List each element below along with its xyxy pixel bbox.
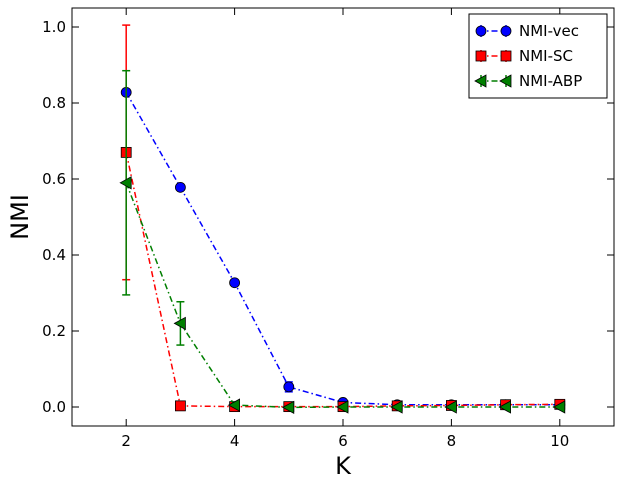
data-point <box>227 398 241 412</box>
data-point <box>552 400 566 414</box>
legend-item: NMI-vec <box>475 22 579 40</box>
legend-label: NMI-SC <box>519 47 573 65</box>
data-point <box>173 316 186 331</box>
data-point <box>390 400 403 414</box>
data-point <box>444 400 457 414</box>
series-layer <box>119 24 566 415</box>
legend: NMI-vec NMI-SC NMI-ABP <box>468 13 608 99</box>
legend-label: NMI-vec <box>519 22 579 40</box>
data-point <box>281 400 295 415</box>
legend-item: NMI-ABP <box>474 72 582 90</box>
y-tick-label: 0.8 <box>42 94 66 112</box>
y-tick-label: 0.0 <box>42 398 66 416</box>
y-tick-label: 0.4 <box>42 246 66 264</box>
legend-marker <box>500 25 512 37</box>
data-point <box>498 400 512 414</box>
legend-item: NMI-SC <box>475 47 573 65</box>
legend-marker <box>499 74 512 88</box>
series-line <box>125 182 560 409</box>
legend-marker <box>475 25 487 37</box>
data-point <box>119 176 132 190</box>
legend-label: NMI-ABP <box>519 72 582 90</box>
data-point <box>174 400 186 412</box>
data-point <box>283 381 295 393</box>
data-point <box>229 277 241 289</box>
y-tick-label: 1.0 <box>42 18 66 36</box>
y-tick-label: 0.6 <box>42 170 66 188</box>
y-tick-label: 0.2 <box>42 322 66 340</box>
legend-marker <box>500 50 512 62</box>
data-point <box>174 181 186 193</box>
series-NMI-ABP <box>119 69 566 415</box>
x-tick-label: 4 <box>230 432 240 450</box>
x-tick-label: 6 <box>338 432 348 450</box>
x-tick-label: 10 <box>550 432 569 450</box>
x-axis-label: K <box>335 452 352 480</box>
data-point <box>336 400 349 414</box>
axis-ticks: 2 4 6 8 10 0.0 0.2 0.4 0.6 0.8 1.0 <box>42 8 614 450</box>
y-axis-label: NMI <box>6 194 34 240</box>
legend-marker <box>475 50 487 62</box>
legend-marker <box>474 74 487 88</box>
x-tick-label: 8 <box>447 432 457 450</box>
x-tick-label: 2 <box>121 432 131 450</box>
